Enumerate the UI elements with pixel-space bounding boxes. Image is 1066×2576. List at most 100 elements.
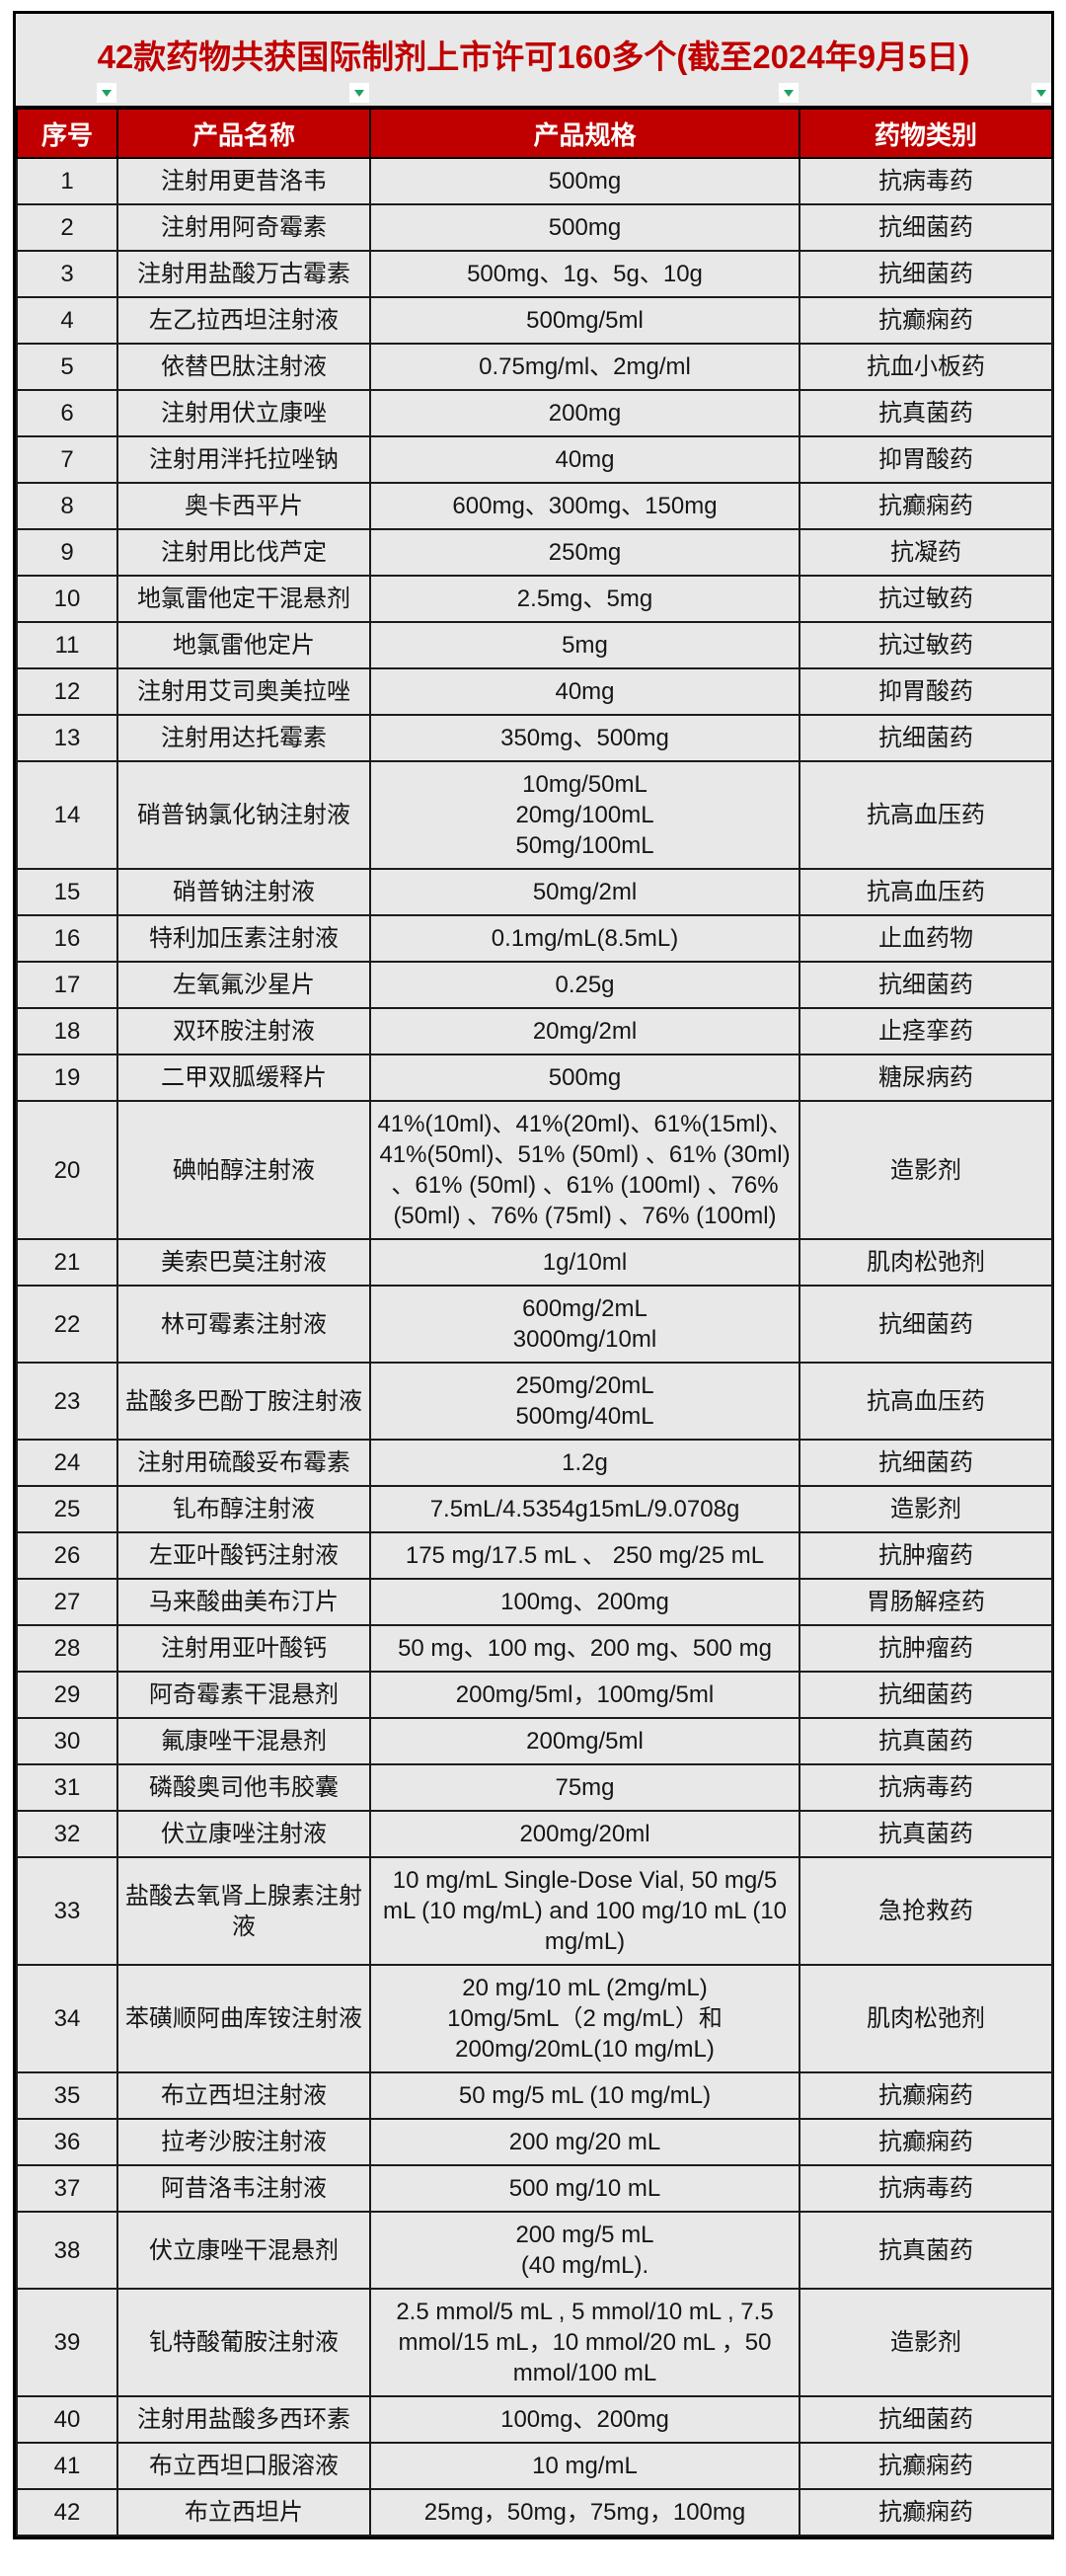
row-number-cell: 13: [16, 714, 118, 762]
table-row: 37 阿昔洛韦注射液 500 mg/10 mL 抗病毒药: [16, 2164, 1053, 2213]
product-name-cell: 左氧氟沙星片: [116, 961, 371, 1009]
product-spec-cell: 41%(10ml)、41%(20ml)、61%(15ml)、41%(50ml)、…: [369, 1100, 800, 1240]
product-spec-cell: 10 mg/mL: [369, 2442, 800, 2490]
product-spec-cell: 250mg/20mL 500mg/40mL: [369, 1362, 800, 1441]
product-spec-cell: 20mg/2ml: [369, 1007, 800, 1055]
product-spec-cell: 500mg/5ml: [369, 296, 800, 345]
drug-category-cell: 抗高血压药: [799, 760, 1053, 870]
product-name-cell: 注射用盐酸多西环素: [116, 2395, 371, 2444]
drug-category-cell: 抗癫痫药: [799, 296, 1053, 345]
product-name-cell: 拉考沙胺注射液: [116, 2118, 371, 2166]
column-header-no: 序号: [16, 108, 118, 159]
table-row: 11 地氯雷他定片 5mg 抗过敏药: [16, 621, 1053, 669]
row-number-cell: 20: [16, 1100, 118, 1240]
table-row: 26 左亚叶酸钙注射液 175 mg/17.5 mL 、 250 mg/25 mL 抗…: [16, 1531, 1053, 1580]
product-name-cell: 硝普钠氯化钠注射液: [116, 760, 371, 870]
product-spec-cell: 0.1mg/mL(8.5mL): [369, 914, 800, 963]
product-spec-cell: 40mg: [369, 667, 800, 716]
row-number-cell: 14: [16, 760, 118, 870]
product-name-cell: 伏立康唑注射液: [116, 1810, 371, 1858]
row-number-cell: 21: [16, 1238, 118, 1287]
product-name-cell: 伏立康唑干混悬剂: [116, 2211, 371, 2290]
product-name-cell: 布立西坦口服溶液: [116, 2442, 371, 2490]
product-name-cell: 注射用泮托拉唑钠: [116, 435, 371, 484]
product-spec-cell: 200mg/5ml: [369, 1717, 800, 1765]
product-spec-cell: 75mg: [369, 1763, 800, 1812]
product-spec-cell: 350mg、500mg: [369, 714, 800, 762]
drug-category-cell: 抗癫痫药: [799, 2118, 1053, 2166]
table-row: 20 碘帕醇注射液 41%(10ml)、41%(20ml)、61%(15ml)、41…: [16, 1100, 1053, 1240]
table-row: 32 伏立康唑注射液 200mg/20ml 抗真菌药: [16, 1810, 1053, 1858]
drug-category-cell: 抗癫痫药: [799, 2488, 1053, 2537]
drug-category-cell: 急抢救药: [799, 1856, 1053, 1966]
row-number-cell: 39: [16, 2288, 118, 2397]
table-row: 8 奥卡西平片 600mg、300mg、150mg 抗癫痫药: [16, 482, 1053, 530]
row-number-cell: 40: [16, 2395, 118, 2444]
drug-category-cell: 抗真菌药: [799, 1717, 1053, 1765]
table-row: 3 注射用盐酸万古霉素 500mg、1g、5g、10g 抗细菌药: [16, 250, 1053, 298]
product-spec-cell: 7.5mL/4.5354g15mL/9.0708g: [369, 1485, 800, 1533]
table-row: 18 双环胺注射液 20mg/2ml 止痉挛药: [16, 1007, 1053, 1055]
table-row: 38 伏立康唑干混悬剂 200 mg/5 mL (40 mg/mL). 抗真菌药: [16, 2211, 1053, 2290]
filter-dropdown-icon[interactable]: [779, 83, 799, 103]
product-spec-cell: 200mg/5ml，100mg/5ml: [369, 1671, 800, 1719]
table-row: 28 注射用亚叶酸钙 50 mg、100 mg、200 mg、500 mg 抗肿瘤药: [16, 1624, 1053, 1673]
table-row: 10 地氯雷他定干混悬剂 2.5mg、5mg 抗过敏药: [16, 575, 1053, 623]
drug-category-cell: 造影剂: [799, 1485, 1053, 1533]
product-spec-cell: 50 mg/5 mL (10 mg/mL): [369, 2071, 800, 2120]
drug-category-cell: 造影剂: [799, 1100, 1053, 1240]
row-number-cell: 42: [16, 2488, 118, 2537]
row-number-cell: 7: [16, 435, 118, 484]
filter-dropdown-icon[interactable]: [1031, 83, 1051, 103]
table-row: 41 布立西坦口服溶液 10 mg/mL 抗癫痫药: [16, 2442, 1053, 2490]
drug-category-cell: 抗真菌药: [799, 1810, 1053, 1858]
product-spec-cell: 600mg/2mL 3000mg/10ml: [369, 1285, 800, 1364]
product-spec-cell: 50 mg、100 mg、200 mg、500 mg: [369, 1624, 800, 1673]
product-spec-cell: 10mg/50mL 20mg/100mL 50mg/100mL: [369, 760, 800, 870]
table-row: 12 注射用艾司奥美拉唑 40mg 抑胃酸药: [16, 667, 1053, 716]
row-number-cell: 25: [16, 1485, 118, 1533]
drug-category-cell: 抗细菌药: [799, 2395, 1053, 2444]
row-number-cell: 1: [16, 157, 118, 205]
table-row: 2 注射用阿奇霉素 500mg 抗细菌药: [16, 203, 1053, 252]
table-row: 24 注射用硫酸妥布霉素 1.2g 抗细菌药: [16, 1439, 1053, 1487]
product-spec-cell: 250mg: [369, 528, 800, 577]
product-name-cell: 林可霉素注射液: [116, 1285, 371, 1364]
product-spec-cell: 200mg: [369, 389, 800, 437]
product-spec-cell: 20 mg/10 mL (2mg/mL) 10mg/5mL（2 mg/mL）和 …: [369, 1964, 800, 2073]
table-row: 4 左乙拉西坦注射液 500mg/5ml 抗癫痫药: [16, 296, 1053, 345]
product-name-cell: 特利加压素注射液: [116, 914, 371, 963]
product-name-cell: 盐酸多巴酚丁胺注射液: [116, 1362, 371, 1441]
table-row: 13 注射用达托霉素 350mg、500mg 抗细菌药: [16, 714, 1053, 762]
drug-category-cell: 抗细菌药: [799, 961, 1053, 1009]
filter-dropdown-icon[interactable]: [349, 83, 369, 103]
table-row: 16 特利加压素注射液 0.1mg/mL(8.5mL) 止血药物: [16, 914, 1053, 963]
product-name-cell: 注射用阿奇霉素: [116, 203, 371, 252]
table-row: 14 硝普钠氯化钠注射液 10mg/50mL 20mg/100mL 50mg/100…: [16, 760, 1053, 870]
product-name-cell: 地氯雷他定干混悬剂: [116, 575, 371, 623]
row-number-cell: 24: [16, 1439, 118, 1487]
product-spec-cell: 500mg: [369, 157, 800, 205]
drug-category-cell: 抗血小板药: [799, 343, 1053, 391]
drug-category-cell: 肌肉松弛剂: [799, 1238, 1053, 1287]
product-spec-cell: 2.5 mmol/5 mL , 5 mmol/10 mL , 7.5 mmol/…: [369, 2288, 800, 2397]
drug-category-cell: 抗细菌药: [799, 714, 1053, 762]
table-row: 35 布立西坦注射液 50 mg/5 mL (10 mg/mL) 抗癫痫药: [16, 2071, 1053, 2120]
table-row: 22 林可霉素注射液 600mg/2mL 3000mg/10ml 抗细菌药: [16, 1285, 1053, 1364]
row-number-cell: 8: [16, 482, 118, 530]
product-name-cell: 马来酸曲美布汀片: [116, 1578, 371, 1626]
drug-category-cell: 抑胃酸药: [799, 435, 1053, 484]
product-spec-cell: 100mg、200mg: [369, 2395, 800, 2444]
table-row: 39 钆特酸葡胺注射液 2.5 mmol/5 mL , 5 mmol/10 mL ,…: [16, 2288, 1053, 2397]
table-row: 42 布立西坦片 25mg，50mg，75mg，100mg 抗癫痫药: [16, 2488, 1053, 2537]
product-name-cell: 碘帕醇注射液: [116, 1100, 371, 1240]
product-spec-cell: 500mg: [369, 203, 800, 252]
row-number-cell: 26: [16, 1531, 118, 1580]
chevron-down-icon: [1036, 89, 1046, 97]
filter-dropdown-icon[interactable]: [97, 83, 116, 103]
drug-category-cell: 抗病毒药: [799, 157, 1053, 205]
drug-category-cell: 抗高血压药: [799, 868, 1053, 916]
drug-category-cell: 抗细菌药: [799, 203, 1053, 252]
row-number-cell: 17: [16, 961, 118, 1009]
product-name-cell: 美索巴莫注射液: [116, 1238, 371, 1287]
